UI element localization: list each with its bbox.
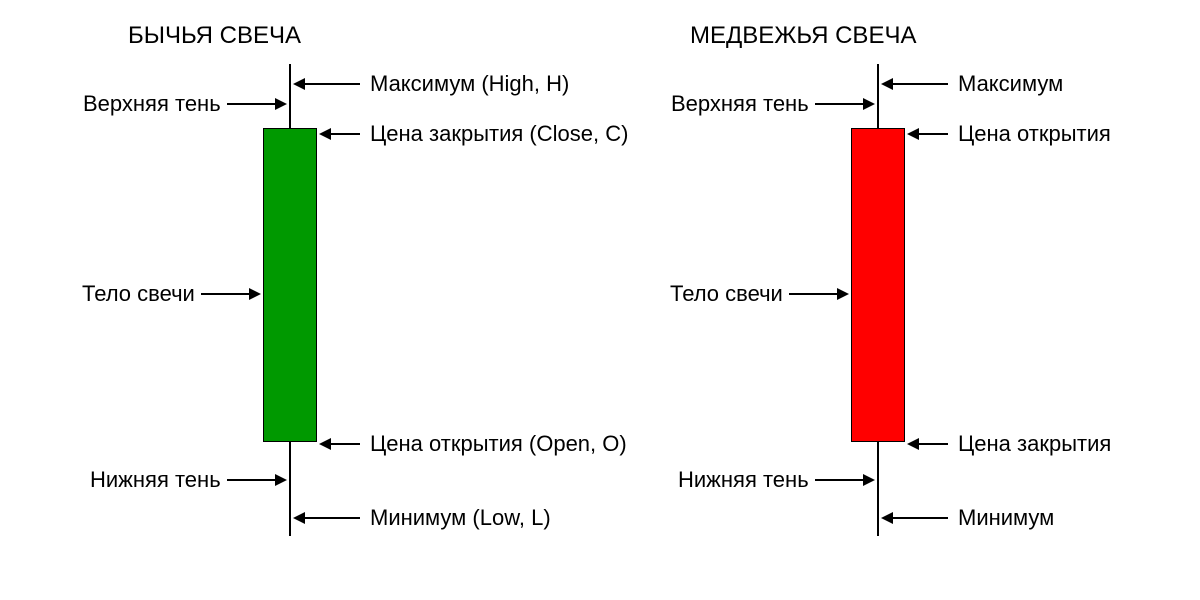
bullish-label-body: Тело свечи	[82, 281, 195, 307]
bearish-label-body: Тело свечи	[670, 281, 783, 307]
bearish-candle-body	[851, 128, 905, 442]
arrow-head	[293, 512, 305, 524]
arrow-line	[893, 517, 948, 519]
arrow-line	[919, 443, 948, 445]
arrow-line	[919, 133, 948, 135]
bearish-label-open: Цена открытия	[958, 121, 1111, 147]
arrow-head	[249, 288, 261, 300]
bearish-candle-title: МЕДВЕЖЬЯ СВЕЧА	[690, 22, 916, 50]
arrow-head	[863, 474, 875, 486]
bearish-label-low: Минимум	[958, 505, 1054, 531]
arrow-line	[893, 83, 948, 85]
arrow-head	[275, 98, 287, 110]
arrow-head	[275, 474, 287, 486]
arrow-head	[881, 78, 893, 90]
arrow-head	[837, 288, 849, 300]
bearish-label-close: Цена закрытия	[958, 431, 1111, 457]
arrow-line	[331, 443, 360, 445]
arrow-head	[863, 98, 875, 110]
arrow-line	[815, 103, 863, 105]
arrow-line	[815, 479, 863, 481]
bullish-label-high: Максимум (High, H)	[370, 71, 569, 97]
bullish-candle-title: БЫЧЬЯ СВЕЧА	[128, 22, 301, 50]
bearish-upper-wick	[877, 64, 879, 128]
candlestick-diagram: БЫЧЬЯ СВЕЧА Максимум (High, H) Цена закрыт…	[0, 0, 1200, 600]
arrow-line	[305, 517, 360, 519]
arrow-head	[907, 438, 919, 450]
arrow-head	[319, 438, 331, 450]
bearish-lower-wick	[877, 442, 879, 536]
bullish-label-low: Минимум (Low, L)	[370, 505, 551, 531]
arrow-head	[907, 128, 919, 140]
bullish-label-close: Цена закрытия (Close, C)	[370, 121, 628, 147]
bullish-candle-body	[263, 128, 317, 442]
bearish-label-lower_wick: Нижняя тень	[678, 467, 809, 493]
arrow-line	[331, 133, 360, 135]
arrow-line	[789, 293, 837, 295]
bullish-label-upper_wick: Верхняя тень	[83, 91, 221, 117]
bullish-label-lower_wick: Нижняя тень	[90, 467, 221, 493]
arrow-line	[201, 293, 249, 295]
arrow-line	[227, 103, 275, 105]
arrow-line	[227, 479, 275, 481]
bullish-lower-wick	[289, 442, 291, 536]
arrow-head	[881, 512, 893, 524]
arrow-head	[319, 128, 331, 140]
bullish-label-open: Цена открытия (Open, O)	[370, 431, 627, 457]
bullish-upper-wick	[289, 64, 291, 128]
arrow-head	[293, 78, 305, 90]
bearish-label-high: Максимум	[958, 71, 1063, 97]
bearish-label-upper_wick: Верхняя тень	[671, 91, 809, 117]
arrow-line	[305, 83, 360, 85]
